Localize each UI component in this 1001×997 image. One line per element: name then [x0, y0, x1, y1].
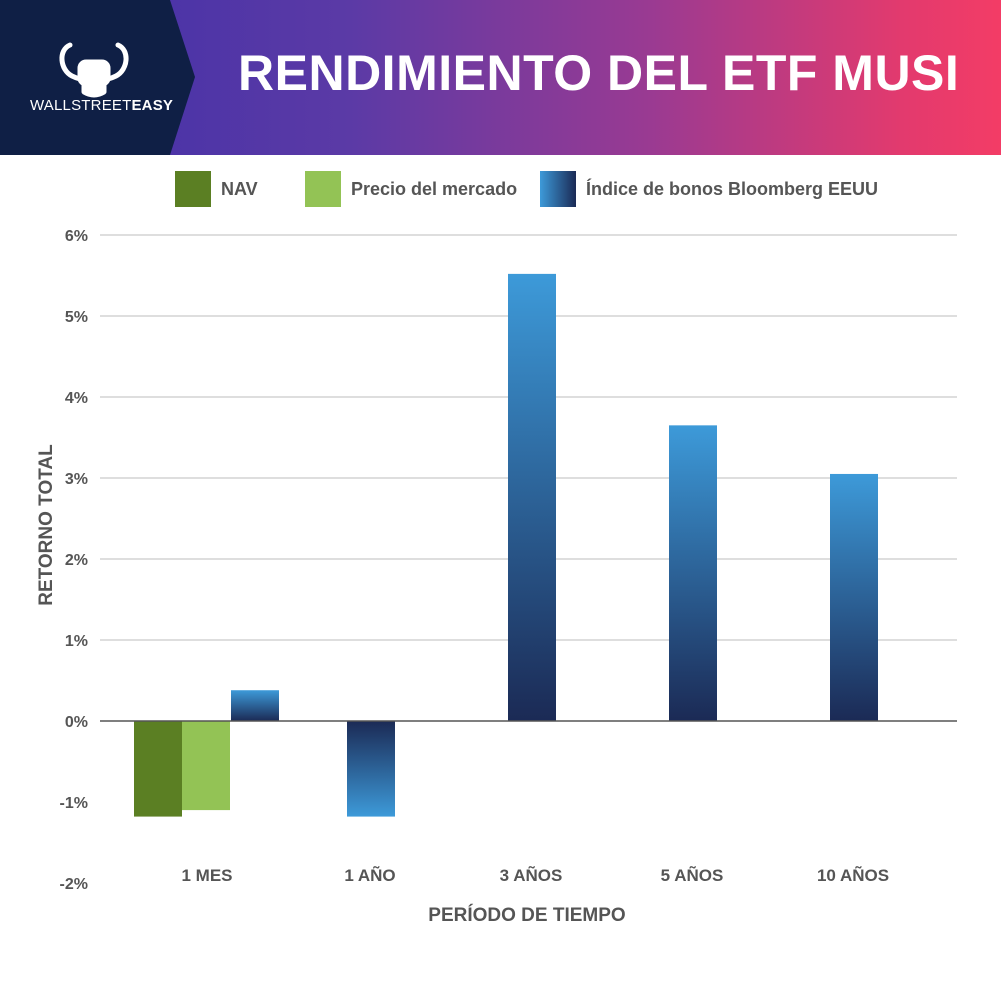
- chart-legend: NAV Precio del mercado Índice de bonos B…: [0, 170, 1001, 210]
- logo-wordmark: WALLSTREETEASY: [30, 97, 173, 114]
- y-tick-label: 3%: [65, 471, 88, 488]
- bar-bond-index: [347, 721, 395, 817]
- x-axis-ticks: 1 MES 1 AÑO 3 AÑOS 5 AÑOS 10 AÑOS: [181, 865, 889, 885]
- bar-bond-index: [830, 473, 878, 721]
- legend-label-bond-index: Índice de bonos Bloomberg EEUU: [586, 178, 879, 199]
- logo-text-bold: EASY: [131, 97, 174, 114]
- y-tick-label: 6%: [65, 228, 88, 245]
- y-tick-label: -2%: [60, 876, 88, 893]
- logo-panel: WALLSTREETEASY: [0, 0, 195, 155]
- x-tick-label: 10 AÑOS: [817, 865, 889, 885]
- y-tick-label: -1%: [60, 795, 88, 812]
- y-tick-label: 1%: [65, 633, 88, 650]
- page-title: RENDIMIENTO DEL ETF MUSI: [238, 45, 960, 101]
- x-tick-label: 1 MES: [181, 866, 232, 885]
- bar-market-price: [182, 721, 230, 811]
- legend-swatch-nav: [175, 171, 211, 207]
- legend-label-market-price: Precio del mercado: [351, 178, 518, 199]
- legend-swatch-market-price: [305, 171, 341, 207]
- bar-bond-index: [231, 690, 279, 721]
- legend-swatch-bond-index: [540, 171, 576, 207]
- bar-bond-index: [508, 273, 556, 721]
- legend-label-nav: NAV: [221, 178, 258, 199]
- y-tick-label: 2%: [65, 552, 88, 569]
- x-tick-label: 5 AÑOS: [661, 865, 724, 885]
- legend-item-nav: NAV: [175, 170, 258, 208]
- legend-item-market-price: Precio del mercado: [305, 170, 517, 208]
- y-axis-ticks: -2% -1% 0% 1% 2% 3% 4% 5% 6%: [60, 228, 88, 893]
- x-tick-label: 3 AÑOS: [500, 865, 563, 885]
- x-axis-label: PERÍODO DE TIEMPO: [428, 904, 625, 926]
- legend-item-bond-index: Índice de bonos Bloomberg EEUU: [540, 170, 878, 208]
- bar-bond-index: [669, 425, 717, 721]
- bars: [134, 273, 878, 817]
- y-tick-label: 5%: [65, 309, 88, 326]
- y-axis-label: RETORNO TOTAL: [36, 444, 57, 606]
- x-tick-label: 1 AÑO: [344, 865, 395, 885]
- logo-text-regular: WALLSTREET: [30, 97, 132, 114]
- y-tick-label: 4%: [65, 390, 88, 407]
- y-tick-label: 0%: [65, 714, 88, 731]
- logo-background: [0, 0, 195, 155]
- header-banner: WALLSTREETEASY RENDIMIENTO DEL ETF MUSI: [0, 0, 1001, 155]
- bull-fist-icon: [59, 42, 129, 98]
- bar-nav: [134, 721, 182, 817]
